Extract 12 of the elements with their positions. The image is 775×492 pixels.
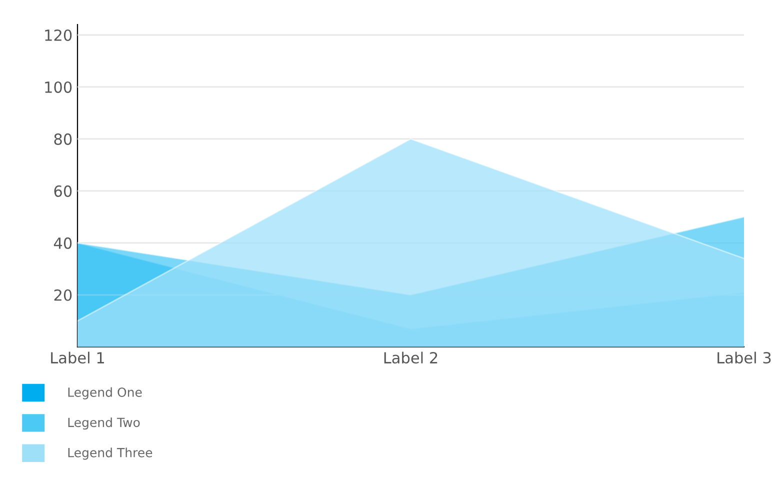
legend-label: Legend One (68, 387, 142, 400)
y-tick-label: 120 (45, 29, 72, 42)
x-tick-label: Label 1 (51, 352, 104, 364)
y-tick-label: 40 (54, 237, 72, 249)
x-tick-label: Label 2 (384, 352, 438, 364)
legend-label: Legend Two (68, 417, 140, 430)
y-tick-label: 100 (45, 81, 72, 93)
y-tick-label: 60 (54, 185, 72, 197)
y-tick-label: 20 (54, 289, 72, 301)
legend-label: Legend Three (68, 448, 152, 460)
y-tick-label: 80 (54, 133, 72, 145)
x-tick-label: Label 3 (718, 352, 771, 364)
